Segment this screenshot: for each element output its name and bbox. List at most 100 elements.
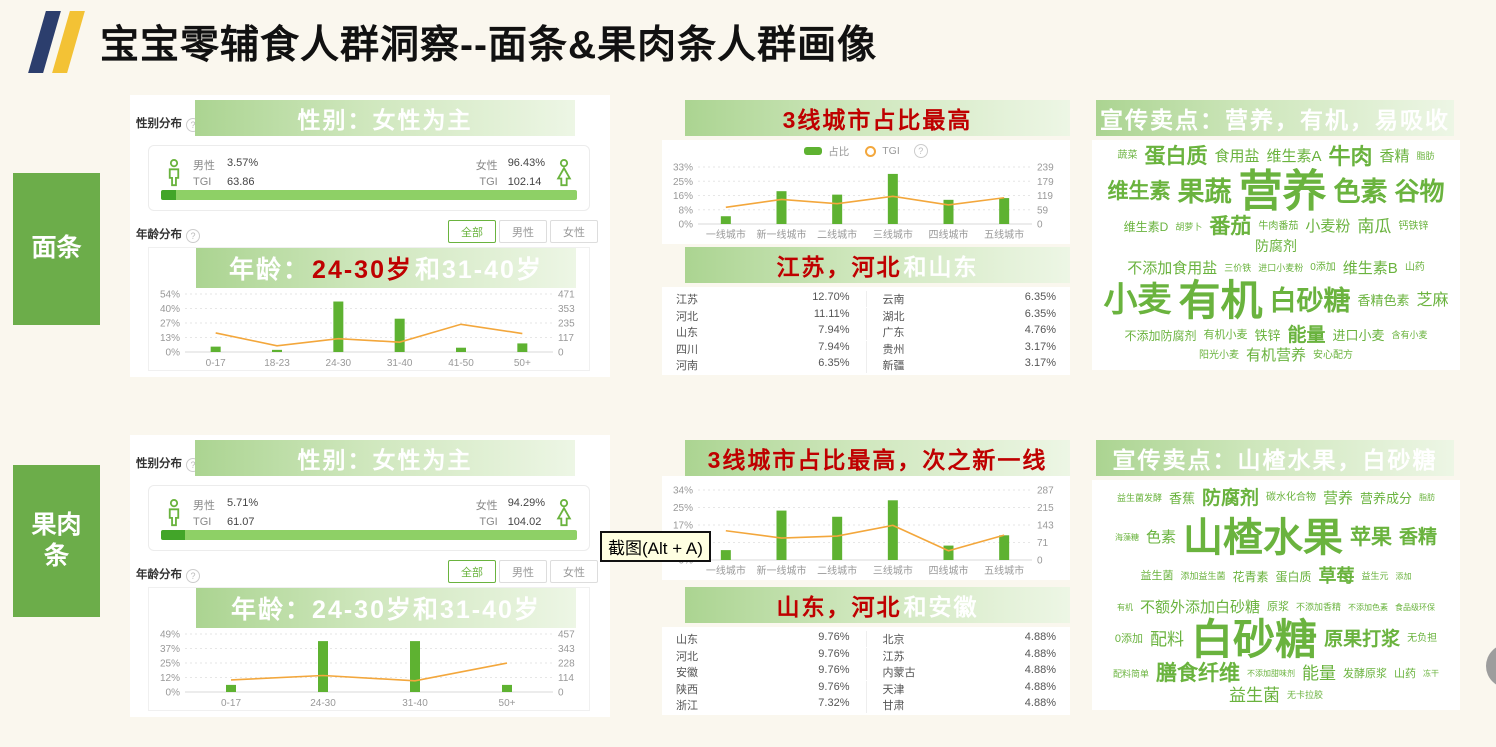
cloud-word: 发酵原浆 [1343, 667, 1387, 680]
help-icon[interactable] [913, 144, 928, 158]
province-row: 四川 7.94% 贵州 3.17% [676, 340, 1056, 358]
cloud-word: 胡萝卜 [1175, 221, 1203, 232]
svg-text:228: 228 [558, 659, 575, 670]
cloud-word: 牛肉番茄 [1258, 221, 1299, 233]
help-icon[interactable] [186, 229, 200, 243]
cloud-word: 食用盐 [1214, 147, 1260, 165]
cloud-word: 阳光小麦 [1198, 350, 1239, 362]
cloud-word: 色素 [1145, 529, 1176, 547]
cloud-word: 进口小麦 [1332, 328, 1385, 344]
province-value: 6.35% [1024, 307, 1056, 320]
banner-text: 和31-40岁 [415, 256, 543, 284]
tgi-label: TGI [193, 176, 212, 188]
city-province-panel-fruit: 3线城市占比最高，次之新一线 0%08%7117%14325%21534%287… [662, 435, 1070, 717]
tab-female[interactable]: 女性 [550, 220, 598, 243]
tgi-label: TGI [479, 176, 498, 188]
province-row: 山东 9.76% 北京 4.88% [676, 631, 1056, 648]
cloud-word: 香蕉 [1168, 490, 1195, 506]
cloud-word: 草莓 [1318, 566, 1355, 587]
banner-text: 24-30岁 [312, 256, 413, 284]
svg-text:0%: 0% [166, 348, 181, 359]
row-fruit-strips: 果肉 条 性别分布 性别：女性为主 男性 5.71% TGI 61.07 女性 94.… [0, 435, 1496, 720]
city-chart: 0%08%7117%14325%21534%287一线城市新一线城市二线城市三线… [662, 484, 1068, 578]
banner-text: 3线城市占比最高，次之新一线 [707, 447, 1048, 473]
cloud-word: 不额外添加白砂糖 [1139, 599, 1260, 617]
tgi-marker-icon[interactable] [865, 145, 877, 157]
svg-text:四线城市: 四线城市 [929, 228, 969, 241]
cloud-word: 防腐剂 [1255, 238, 1297, 255]
svg-text:31-40: 31-40 [387, 358, 413, 369]
selling-points-panel-fruit: 宣传卖点：山楂水果，白砂糖 益生菌发酵 香蕉 防腐剂 碳水化合物 营养 营养成分 脂肪 海藻糖… [1092, 435, 1460, 717]
banner-text: 和山东 [903, 254, 979, 280]
age-section-text: 年龄分布 [136, 569, 182, 581]
svg-text:37%: 37% [160, 644, 180, 655]
province-table: 江苏 12.70% 云南 6.35% 河北 11.11% 湖北 6.35% 山东 7.94% 广东 4… [662, 287, 1070, 375]
tab-all[interactable]: 全部 [448, 220, 496, 243]
cloud-word: 铁锌 [1254, 328, 1281, 344]
cloud-word: 海藻糖 [1114, 532, 1139, 542]
city-chart-card: 0%08%7117%14325%21534%287一线城市新一线城市二线城市三线… [662, 476, 1070, 580]
province-name: 广东 [882, 327, 905, 340]
svg-text:24-30: 24-30 [310, 698, 336, 709]
female-stats: 女性 96.43% TGI 102.14 [474, 157, 575, 188]
floating-widget-button[interactable] [1486, 644, 1496, 688]
gender-section-label: 性别分布 [136, 115, 200, 132]
cloud-word: 有机小麦 [1203, 329, 1248, 342]
female-tgi: 104.02 [507, 516, 542, 528]
province-name: 江苏 [882, 650, 905, 663]
legend-share-label[interactable]: 占比 [828, 145, 850, 158]
cloud-word: 0添加 [1114, 632, 1144, 645]
age-filter-tabs: 全部 男性 女性 [448, 560, 598, 583]
tab-male[interactable]: 男性 [499, 220, 547, 243]
svg-text:0: 0 [1037, 220, 1043, 231]
cloud-word: 白砂糖 [1191, 615, 1318, 663]
province-name: 浙江 [676, 700, 698, 713]
share-swatch-icon[interactable] [804, 147, 823, 155]
svg-text:54%: 54% [160, 290, 180, 301]
cloud-word: 蛋白质 [1144, 144, 1208, 168]
male-icon [168, 158, 180, 186]
female-percent: 96.43% [507, 157, 545, 169]
cloud-word: 维生素B [1342, 259, 1398, 277]
age-section-label: 年龄分布 [136, 226, 200, 243]
province-name: 陕西 [676, 683, 698, 696]
tab-all[interactable]: 全部 [448, 560, 496, 583]
svg-text:五线城市: 五线城市 [984, 228, 1024, 241]
tab-male[interactable]: 男性 [499, 560, 547, 583]
tgi-label: TGI [479, 516, 498, 528]
cloud-word: 原浆 [1267, 601, 1289, 614]
province-value: 11.11% [813, 307, 850, 320]
gender-banner: 性别：女性为主 [195, 440, 575, 476]
gender-banner: 性别：女性为主 [195, 100, 575, 136]
svg-text:49%: 49% [160, 630, 180, 641]
cloud-word: 安心配方 [1313, 350, 1353, 362]
cloud-word: 益生菌 [1228, 685, 1280, 705]
cloud-word: 色素 [1333, 177, 1388, 208]
banner-text: 年龄：24-30岁和31-40岁 [231, 596, 541, 624]
cloud-word: 钙铁锌 [1398, 221, 1429, 233]
province-value: 6.35% [818, 357, 850, 370]
svg-text:50+: 50+ [514, 358, 531, 369]
help-icon[interactable] [186, 569, 200, 583]
banner-text: 山东，河北 [776, 594, 902, 620]
chart-legend: 占比 TGI [662, 140, 1070, 162]
selling-points-panel-noodles: 宣传卖点：营养，有机，易吸收 蔬菜 蛋白质 食用盐 维生素A 牛肉 香精 脂肪 维生素 果蔬 营养… [1092, 95, 1460, 377]
cloud-word: 食品级环保 [1395, 602, 1436, 612]
svg-text:16%: 16% [673, 191, 693, 202]
svg-text:25%: 25% [673, 503, 693, 514]
cloud-word: 花青素 [1232, 569, 1269, 584]
svg-text:0: 0 [1037, 556, 1043, 567]
age-section-text: 年龄分布 [136, 229, 182, 241]
svg-text:179: 179 [1037, 177, 1054, 188]
province-row: 河北 9.76% 江苏 4.88% [676, 647, 1056, 665]
svg-text:25%: 25% [160, 659, 180, 670]
tab-female[interactable]: 女性 [550, 560, 598, 583]
banner-text: 和安徽 [903, 594, 979, 620]
province-value: 4.88% [1024, 697, 1056, 710]
svg-text:143: 143 [1037, 521, 1054, 532]
row-noodles: 面条 性别分布 性别：女性为主 男性 3.57% TGI 63.86 女性 96.43… [0, 95, 1496, 380]
banner-text: 宣传卖点：营养，有机，易吸收 [1100, 107, 1450, 133]
province-name: 云南 [882, 294, 905, 307]
legend-tgi-label[interactable]: TGI [882, 145, 900, 157]
svg-text:一线城市: 一线城市 [706, 564, 746, 577]
